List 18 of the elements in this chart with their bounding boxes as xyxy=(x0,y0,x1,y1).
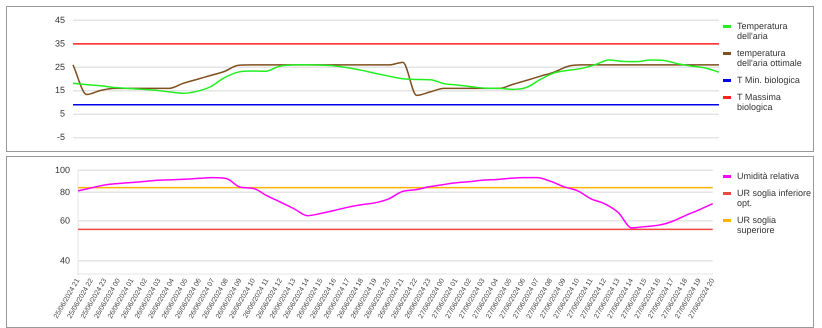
y-tick-label: 40 xyxy=(60,255,70,266)
y-tick-label: -5 xyxy=(56,132,66,142)
legend-label: UR soglia superiore xyxy=(737,215,778,235)
legend-label: temperatura dell'aria ottimale xyxy=(737,48,803,68)
y-tick-label: 100 xyxy=(54,164,70,175)
legend-label: T Min. biologica xyxy=(737,75,800,85)
legend-label: Umidità relativa xyxy=(737,171,800,181)
y-tick-label: 45 xyxy=(54,14,66,25)
y-tick-label: 15 xyxy=(54,85,66,96)
legend-label: Temperatura dell'aria xyxy=(737,21,789,41)
legend-label: T Massima biologica xyxy=(737,92,782,112)
y-tick-label: 80 xyxy=(60,186,70,197)
y-tick-label: 25 xyxy=(54,62,66,72)
legend-label: UR soglia inferiore opt. xyxy=(737,188,812,208)
y-tick-label: 5 xyxy=(60,108,66,119)
y-tick-label: 35 xyxy=(54,38,66,48)
line-series xyxy=(77,176,714,229)
y-tick-label: 60 xyxy=(60,215,70,226)
